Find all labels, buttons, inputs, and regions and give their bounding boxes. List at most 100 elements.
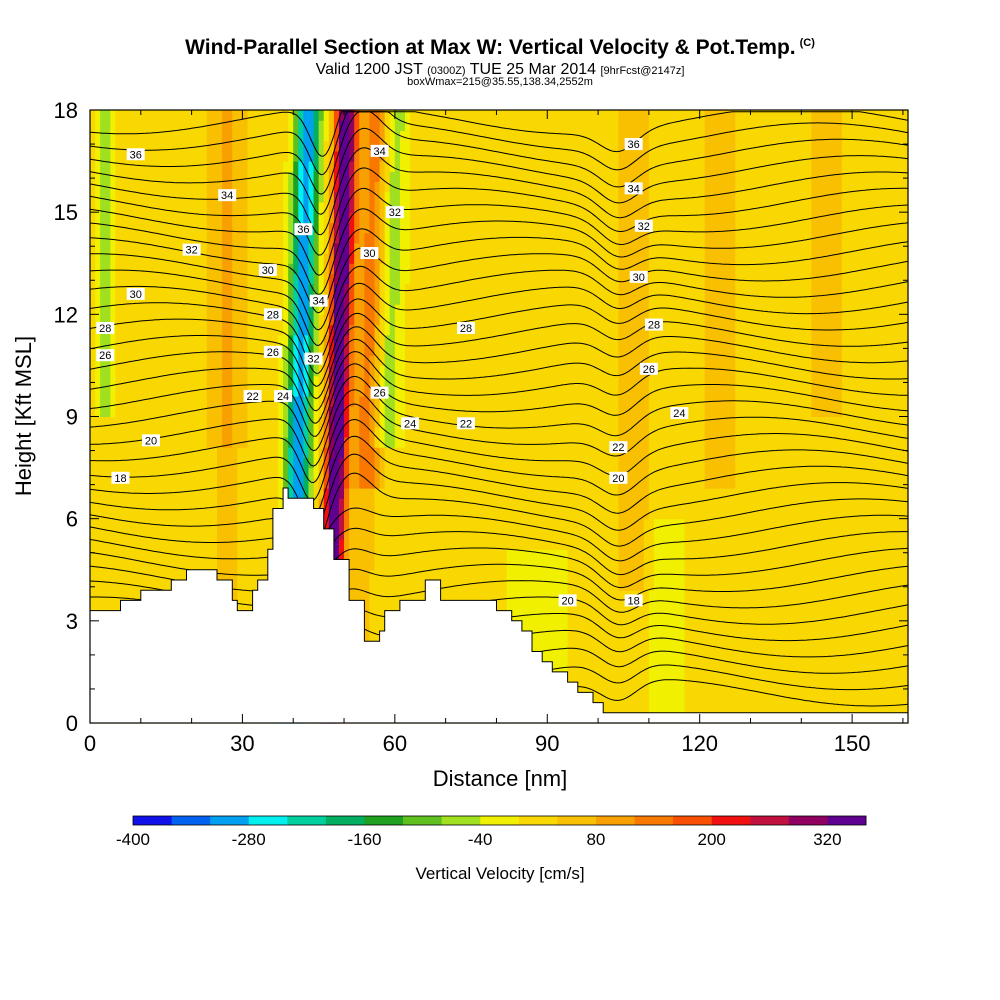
field-cell [323, 150, 330, 162]
field-cell [232, 120, 238, 132]
field-cell [125, 232, 132, 244]
field-cell [105, 375, 111, 387]
field-cell [156, 426, 162, 438]
field-cell [161, 201, 167, 213]
field-cell [445, 304, 452, 315]
field-cell [318, 283, 325, 295]
field-cell [90, 222, 96, 234]
field-cell [415, 406, 421, 418]
field-cell [338, 539, 345, 550]
field-cell [440, 110, 447, 121]
field-cell [115, 518, 122, 530]
field-cell [435, 447, 442, 458]
field-cell [90, 396, 96, 407]
field-cell [354, 539, 360, 550]
field-cell [288, 171, 294, 183]
field-cell [171, 181, 177, 193]
field-cell [389, 600, 396, 612]
field-cell [440, 365, 447, 377]
field-cell [232, 436, 238, 448]
field-cell [359, 181, 365, 193]
field-cell [379, 406, 386, 418]
field-cell [450, 488, 457, 499]
field-cell [455, 498, 462, 510]
field-cell [201, 232, 208, 244]
field-cell [455, 518, 462, 530]
field-cell [130, 344, 137, 356]
field-cell [501, 600, 508, 612]
field-cell [344, 385, 350, 397]
field-cell [349, 396, 355, 407]
field-cell [257, 457, 264, 469]
field-cell [430, 181, 437, 193]
field-cell [105, 528, 111, 540]
field-cell [206, 334, 213, 346]
field-cell [491, 140, 498, 152]
field-cell [379, 477, 386, 489]
field-cell [252, 457, 259, 469]
field-cell [379, 518, 386, 530]
field-cell [471, 283, 477, 295]
field-cell [333, 447, 340, 458]
field-cell [140, 140, 147, 152]
field-cell [364, 579, 371, 591]
field-cell [420, 191, 426, 203]
field-cell [486, 140, 492, 152]
field-cell [394, 355, 401, 367]
field-cell [303, 110, 310, 121]
field-cell [369, 396, 376, 407]
field-cell [318, 426, 325, 438]
field-cell [95, 334, 101, 346]
field-cell [222, 171, 228, 183]
field-cell [150, 426, 157, 438]
field-cell [471, 385, 477, 397]
field-cell [135, 263, 142, 275]
field-cell [201, 263, 208, 275]
field-cell [201, 212, 208, 223]
field-cell [344, 222, 350, 234]
field-cell [318, 171, 325, 183]
field-cell [211, 161, 218, 172]
field-cell [130, 590, 137, 601]
field-cell [435, 406, 442, 418]
field-cell [308, 304, 315, 315]
field-cell [262, 222, 269, 234]
field-cell [145, 385, 152, 397]
field-cell [181, 314, 188, 326]
field-cell [161, 222, 167, 234]
field-cell [267, 161, 274, 172]
field-cell [405, 436, 411, 448]
field-cell [161, 375, 167, 387]
field-cell [318, 385, 325, 397]
field-cell [293, 273, 299, 285]
field-cell [415, 191, 421, 203]
field-cell [481, 375, 487, 387]
field-cell [257, 140, 264, 152]
field-cell [506, 426, 513, 438]
field-cell [130, 130, 137, 142]
field-cell [120, 355, 127, 367]
field-cell [211, 324, 218, 336]
field-cell [166, 528, 172, 540]
field-cell [262, 324, 269, 336]
field-cell [191, 181, 198, 193]
field-cell [313, 283, 320, 295]
field-cell [176, 130, 183, 142]
field-cell [430, 518, 437, 530]
field-cell [399, 579, 406, 591]
field-cell [303, 283, 310, 295]
field-cell [379, 110, 386, 121]
field-cell [161, 181, 167, 193]
field-cell [90, 130, 96, 142]
field-cell [364, 222, 371, 234]
field-cell [405, 161, 411, 172]
field-cell [440, 477, 447, 489]
field-cell [237, 171, 244, 183]
field-cell [374, 304, 381, 315]
field-cell [145, 324, 152, 336]
field-cell [481, 130, 487, 142]
field-cell [506, 569, 513, 581]
field-cell [201, 181, 208, 193]
field-cell [135, 201, 142, 213]
field-cell [120, 569, 127, 581]
